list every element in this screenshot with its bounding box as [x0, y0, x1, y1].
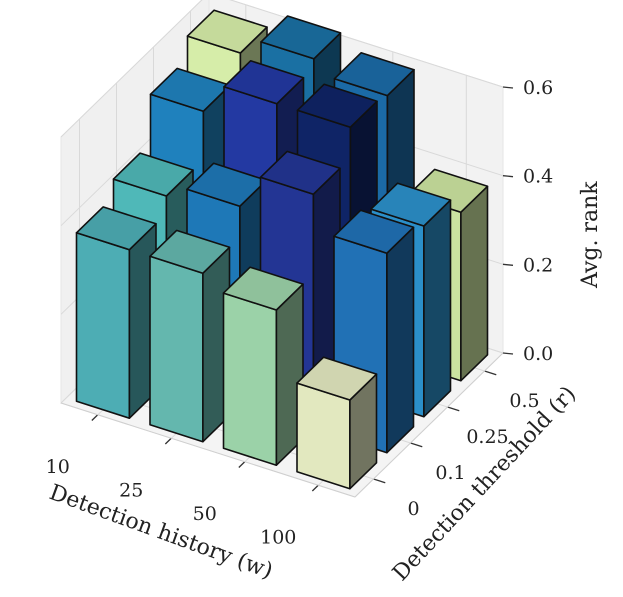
z-gridline: [60, 0, 504, 138]
y-tick-label: 0.25: [466, 426, 508, 448]
bar-top-face: [186, 9, 268, 54]
x-tick-label: 25: [119, 479, 143, 501]
z-axis-label: Avg. rank: [578, 181, 603, 289]
z-tick-mark: [502, 352, 514, 355]
bar-top-face: [223, 59, 305, 105]
bar-25-0: [149, 229, 231, 443]
bar-front-face: [75, 232, 131, 420]
bar-top-face: [333, 51, 415, 97]
bar-top-face: [149, 229, 231, 275]
y-tick-mark: [410, 442, 423, 448]
bar-side-face: [423, 199, 452, 418]
z-tick-label: 0.2: [523, 254, 553, 276]
tick-labels: 10 25 50 100 0 0.10.250.5 0.0 0.2 0.4 0.6: [46, 77, 554, 548]
x-tick-label: 50: [193, 503, 217, 525]
y-tick-label: 0.1: [435, 462, 465, 484]
bars: [75, 9, 489, 490]
x-tick-label: 10: [46, 456, 70, 478]
x-tick-mark: [238, 461, 246, 468]
bar-top-face: [260, 15, 342, 60]
y-tick-mark: [447, 406, 460, 412]
x-tick-mark: [311, 484, 319, 492]
bar-50-0: [222, 266, 304, 467]
z-tick-label: 0.6: [523, 77, 553, 99]
bar-top-face: [112, 152, 194, 197]
bar-10-0: [75, 206, 157, 420]
bar-top-face: [259, 150, 341, 195]
x-tick-mark: [164, 437, 172, 445]
bar-front-face: [149, 255, 204, 443]
y-tick-label: 0.5: [509, 390, 539, 412]
y-tick-mark: [484, 370, 497, 376]
y-axis-line: [354, 352, 504, 498]
z-tick-mark: [502, 263, 514, 266]
bar-top-face: [370, 182, 452, 227]
bar-top-face: [75, 206, 157, 251]
bar-front-face: [296, 382, 351, 490]
x-tick-mark: [91, 414, 99, 421]
bar-front-face: [222, 292, 278, 467]
bar-100-0: [296, 356, 378, 490]
bar-side-face: [460, 185, 489, 382]
y-tick-mark: [373, 478, 386, 484]
z-tick-label: 0.0: [523, 343, 553, 365]
bar-top-face: [296, 83, 378, 128]
tick-marks: [60, 86, 514, 498]
x-axis-line: [60, 402, 356, 498]
y-tick-label: 0: [407, 498, 419, 520]
bar-top-face: [222, 266, 304, 311]
bar-top-face: [333, 209, 415, 254]
z-tick-label: 0.4: [523, 166, 553, 188]
x-tick-label: 100: [260, 526, 296, 548]
x-axis-label: Detection history (w): [46, 480, 276, 584]
z-tick-mark: [502, 86, 514, 89]
bar-top-face: [296, 356, 378, 401]
z-tick-mark: [502, 175, 514, 178]
bar-side-face: [386, 226, 415, 454]
